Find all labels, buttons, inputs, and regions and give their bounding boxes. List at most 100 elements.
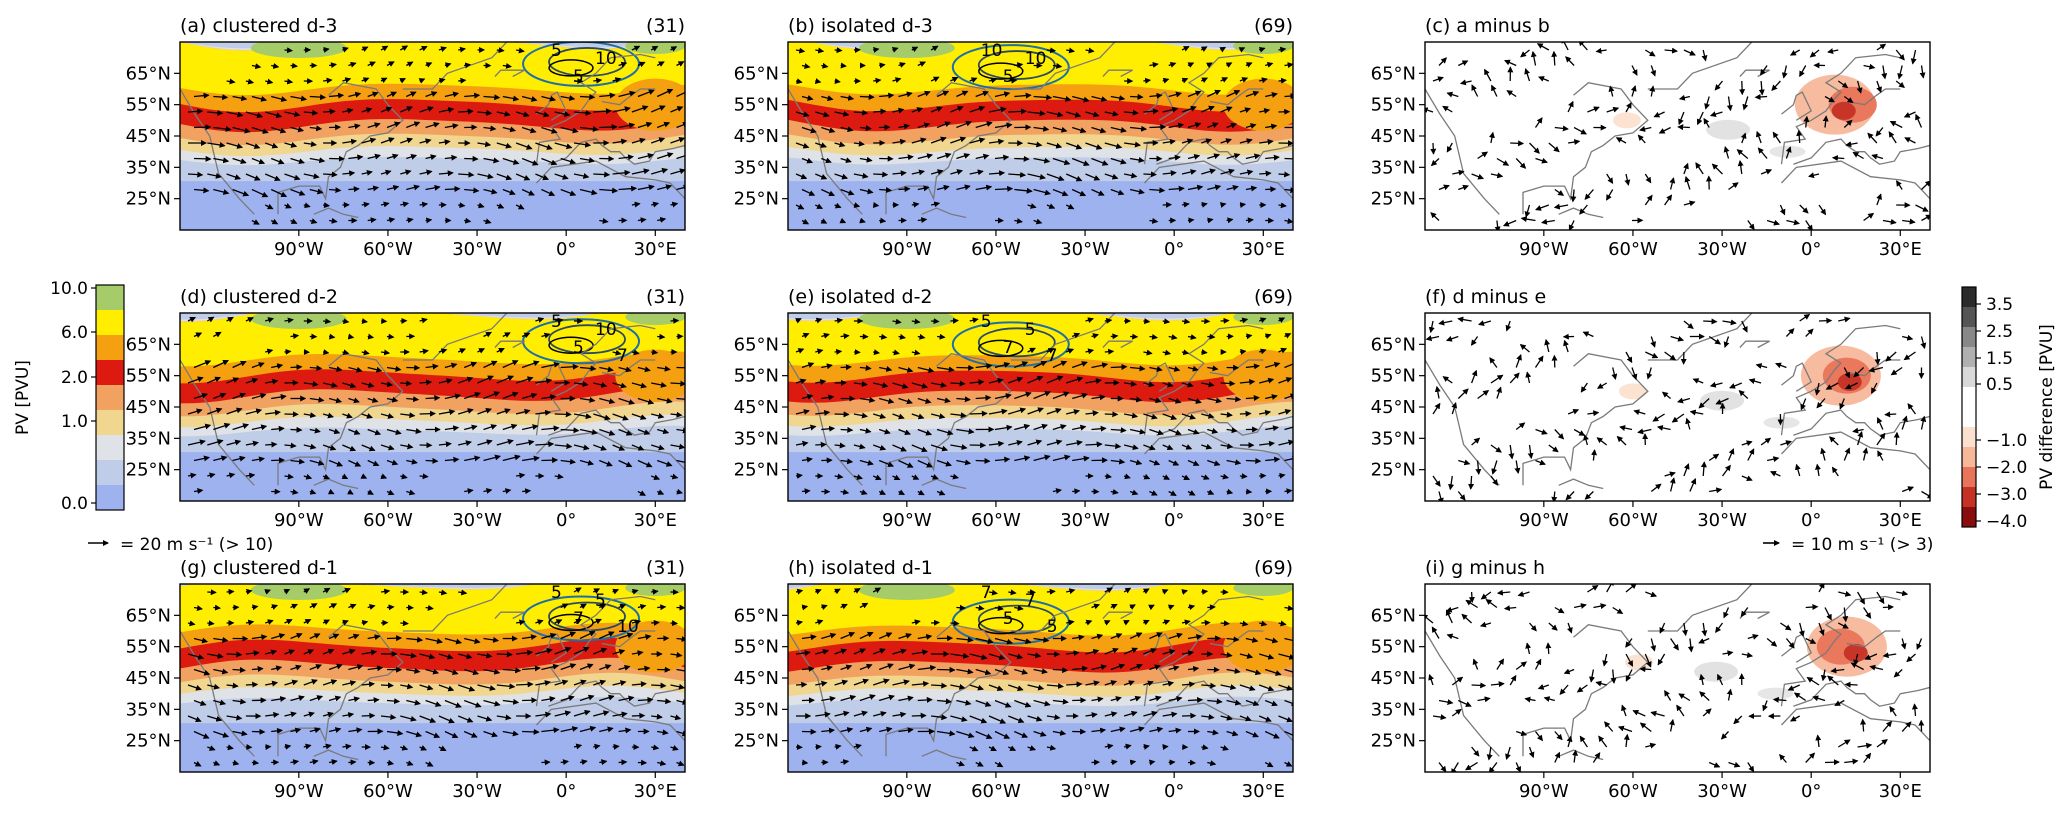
wind-vector	[657, 216, 667, 223]
wind-vector	[931, 682, 948, 689]
wind-vector	[419, 169, 433, 176]
wind-vector	[1650, 65, 1657, 77]
contour-label: 7	[617, 346, 628, 366]
vector-key-label: = 10 m s⁻¹ (> 3)	[1791, 535, 1933, 555]
wind-vector	[438, 139, 451, 146]
lat-tick-label: 55°N	[126, 95, 171, 116]
panel-caption: (a) clustered d-3	[180, 15, 338, 37]
wind-vector	[1831, 155, 1845, 162]
wind-vector	[554, 411, 572, 418]
lon-tick-label: 30°W	[1060, 239, 1110, 260]
contour-label: 10	[981, 41, 1003, 61]
panel-a: 55 10 (a) clustered d-3 (31) 65°N 55°N 45°N 35°…	[126, 15, 686, 260]
wind-vector	[1239, 201, 1247, 208]
wind-vector	[1008, 77, 1018, 84]
wind-vector	[891, 47, 899, 53]
lon-tick-label: 90°W	[882, 781, 932, 802]
wind-vector	[207, 141, 226, 148]
wind-vector	[834, 78, 841, 85]
wind-vector	[1008, 171, 1027, 178]
lat-tick-label: 35°N	[734, 428, 779, 449]
diff-colorbar-tick-label: −3.0	[1986, 485, 2027, 505]
contour-label: 5	[1003, 609, 1014, 629]
wind-vector	[579, 126, 599, 132]
wind-vector	[1757, 147, 1768, 159]
wind-vector	[342, 107, 354, 114]
wind-vector	[1553, 203, 1569, 210]
wind-vector	[1245, 394, 1260, 401]
wind-vector	[1130, 93, 1144, 100]
wind-vector	[290, 126, 305, 133]
lat-tick-label: 35°N	[1371, 428, 1416, 449]
diff-colorbar-swatch	[1962, 507, 1976, 528]
wind-vector	[612, 169, 631, 176]
wind-vector	[207, 109, 224, 116]
pv-colorbar-swatch	[96, 385, 124, 411]
wind-vector	[419, 589, 428, 596]
diff-blob	[1831, 101, 1856, 120]
wind-vector	[1033, 157, 1051, 164]
wind-vector	[1896, 180, 1903, 190]
wind-vector	[290, 364, 303, 371]
wind-vector	[303, 141, 317, 148]
wind-vector	[425, 457, 439, 464]
wind-vector	[1468, 475, 1475, 490]
wind-vector	[361, 201, 370, 208]
wind-vector	[911, 169, 925, 176]
panel-caption: (b) isolated d-3	[788, 15, 933, 37]
wind-vector	[1468, 591, 1475, 604]
pv-patch-green	[858, 42, 955, 58]
wind-vector	[1903, 111, 1916, 118]
wind-vector	[535, 111, 550, 118]
wind-vector	[309, 188, 324, 195]
wind-vector	[1805, 604, 1819, 611]
wind-vector	[405, 61, 414, 68]
wind-vector	[670, 168, 685, 175]
wind-vector	[284, 78, 294, 85]
wind-vector	[1033, 188, 1051, 196]
wind-vector	[1895, 49, 1905, 61]
lat-tick-label: 25°N	[126, 731, 171, 752]
wind-vector	[1669, 177, 1676, 190]
wind-vector	[579, 157, 595, 164]
wind-vector	[859, 93, 875, 100]
wind-vector	[425, 184, 441, 191]
wind-vector	[361, 137, 377, 144]
wind-vector	[1033, 218, 1043, 225]
wind-vector	[956, 153, 971, 160]
wind-vector	[892, 170, 907, 177]
wind-vector	[956, 604, 966, 611]
coastline	[1010, 42, 1116, 90]
wind-vector	[969, 169, 984, 176]
wind-vector	[1181, 138, 1194, 145]
lon-tick-label: 60°W	[363, 239, 413, 260]
wind-vector	[1639, 126, 1652, 132]
wind-vector	[930, 76, 940, 83]
wind-vector	[1187, 217, 1195, 224]
wind-vector	[1736, 149, 1749, 159]
wind-vector	[1608, 85, 1615, 97]
wind-vector	[1863, 63, 1876, 70]
wind-vector	[657, 184, 673, 191]
wind-vector	[264, 203, 274, 210]
wind-vector	[406, 121, 421, 129]
coastline	[1647, 42, 1753, 90]
wind-vector	[1046, 111, 1064, 118]
wind-vector	[464, 187, 480, 194]
contour-label: 5	[1003, 67, 1014, 87]
wind-vector	[1046, 173, 1065, 182]
lat-tick-label: 55°N	[1371, 95, 1416, 116]
wind-vector	[496, 142, 512, 149]
wind-vector	[541, 95, 557, 102]
lat-tick-label: 55°N	[734, 637, 779, 658]
lat-tick-label: 45°N	[126, 668, 171, 689]
wind-vector	[522, 488, 532, 495]
wind-vector	[380, 169, 392, 176]
wind-vector	[637, 61, 646, 68]
wind-vector	[1678, 111, 1685, 126]
wind-vector	[840, 426, 854, 433]
wind-vector	[361, 712, 376, 719]
wind-vector	[251, 63, 262, 70]
wind-vector	[1052, 667, 1069, 674]
wind-vector	[329, 333, 336, 340]
